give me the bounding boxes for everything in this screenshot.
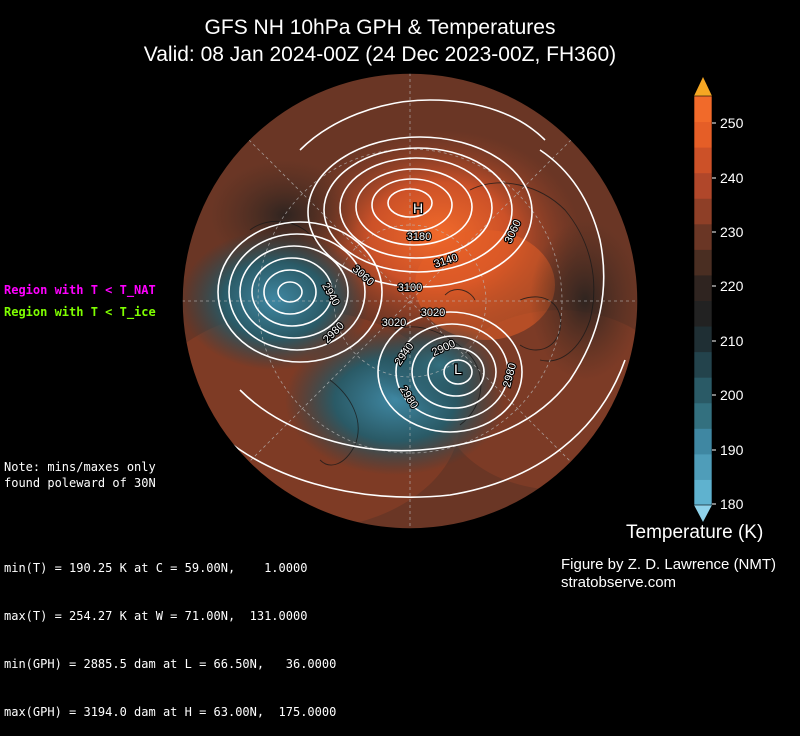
colorbar-segment (694, 147, 712, 174)
colorbar-tick-label: 210 (720, 333, 744, 349)
credit-website: stratobserve.com (561, 574, 677, 591)
colorbar-tick-label: 190 (720, 442, 744, 458)
colorbar-segment (694, 453, 712, 480)
extrema-stats: min(T) = 190.25 K at C = 59.00N, 1.0000 … (4, 528, 336, 736)
contour-label: 3020 (421, 307, 445, 319)
lat-lon-grid (182, 73, 638, 529)
colorbar-segment (694, 96, 712, 123)
stat-max-gph: max(GPH) = 3194.0 dam at H = 63.00N, 175… (4, 705, 337, 719)
colorbar-frame (693, 95, 713, 506)
gph-contours (204, 99, 626, 498)
colorbar-segment (694, 274, 712, 301)
colorbar-segment (694, 172, 712, 199)
stat-max-t: max(T) = 254.27 K at W = 71.00N, 131.000… (4, 609, 308, 623)
extrema-note: Note: mins/maxes only found poleward of … (4, 460, 156, 490)
colorbar-segment (694, 121, 712, 148)
contour-label: 3180 (407, 231, 431, 243)
colorbar-tick-label: 250 (720, 115, 744, 131)
colorbar-tick-label: 200 (720, 387, 744, 403)
low-marker: L (454, 361, 462, 377)
colorbar-title: Temperature (K) (626, 522, 764, 543)
legend-nat-label: Region with T < T_NAT (4, 283, 156, 297)
high-marker: H (413, 200, 423, 216)
colorbar-extend-low (694, 505, 712, 522)
credit-author: Figure by Z. D. Lawrence (NMT) (561, 556, 777, 573)
stat-min-gph: min(GPH) = 2885.5 dam at L = 66.50N, 36.… (4, 657, 337, 671)
colorbar-segment (694, 300, 712, 327)
colorbar-segments (694, 96, 712, 506)
colorbar-segment (694, 351, 712, 378)
chart-subtitle: Valid: 08 Jan 2024-00Z (24 Dec 2023-00Z,… (143, 43, 617, 66)
colorbar-tick-label: 230 (720, 224, 744, 240)
colorbar-segment (694, 402, 712, 429)
map-border (181, 72, 639, 530)
colorbar: 250 240 230 220 210 200 190 180 (693, 77, 744, 522)
contour-label: 3100 (398, 282, 422, 294)
colorbar-segment (694, 223, 712, 250)
colorbar-segment (694, 377, 712, 404)
chart-title: GFS NH 10hPa GPH & Temperatures (204, 16, 556, 39)
colorbar-segment (694, 198, 712, 225)
colorbar-segment (694, 249, 712, 276)
colorbar-tick-label: 240 (720, 170, 744, 186)
legend-ice-label: Region with T < T_ice (4, 305, 156, 319)
extrema-markers: H L (412, 199, 464, 379)
colorbar-extend-high (694, 77, 712, 96)
colorbar-segment (694, 479, 712, 506)
colorbar-tick-label: 180 (720, 496, 744, 512)
contour-label: 3020 (382, 317, 406, 329)
polar-map-figure: 3180 3140 3100 3060 3060 3020 3020 2980 … (181, 72, 744, 530)
colorbar-tick-label: 220 (720, 278, 744, 294)
stat-min-t: min(T) = 190.25 K at C = 59.00N, 1.0000 (4, 561, 308, 575)
colorbar-segment (694, 326, 712, 353)
colorbar-segment (694, 428, 712, 455)
